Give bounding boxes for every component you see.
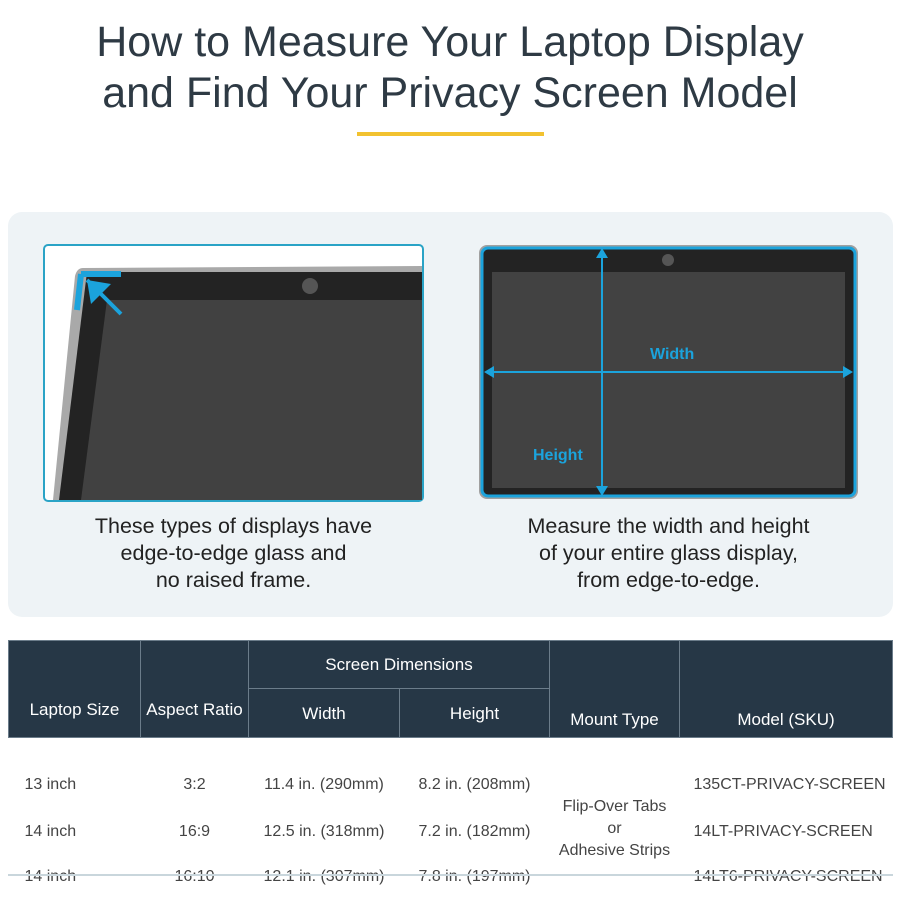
cell-width: 11.4 in. (290mm) xyxy=(264,775,384,793)
edge-to-edge-glass-illustration xyxy=(43,244,424,502)
caption-line: Measure the width and height xyxy=(527,514,810,538)
height-label: Height xyxy=(533,447,583,464)
header-height: Height xyxy=(399,688,550,738)
mount-line: or xyxy=(607,819,622,837)
cell-height: 7.2 in. (182mm) xyxy=(418,823,531,840)
width-label: Width xyxy=(650,346,695,363)
cell-size: 14 inch xyxy=(24,868,77,885)
header-model: Model (SKU) xyxy=(679,640,893,738)
table-row: 14 inch 16:10 12.1 in. (307mm) 7.8 in. (… xyxy=(9,855,893,900)
title-line-1: How to Measure Your Laptop Display xyxy=(96,18,804,66)
caption-line: These types of displays have xyxy=(94,514,373,538)
cell-ratio: 3:2 xyxy=(183,775,206,793)
header-screen-dimensions: Screen Dimensions xyxy=(248,640,550,689)
caption-line: edge-to-edge glass and xyxy=(120,541,347,565)
mount-line: Flip-Over Tabs xyxy=(562,797,667,815)
cell-mount-type: Flip-Over Tabs or Adhesive Strips xyxy=(550,738,680,900)
title-underline xyxy=(357,132,544,136)
cell-size: 13 inch xyxy=(24,775,77,793)
cell-width: 12.1 in. (307mm) xyxy=(263,868,385,885)
cell-model: 135CT-PRIVACY-SCREEN xyxy=(693,775,886,793)
cell-model: 14LT6-PRIVACY-SCREEN xyxy=(693,868,883,885)
header-aspect-ratio: Aspect Ratio xyxy=(140,640,249,738)
table-row: 14 inch 16:9 12.5 in. (318mm) 7.2 in. (1… xyxy=(9,810,893,855)
cell-height: 8.2 in. (208mm) xyxy=(418,775,531,793)
header-laptop-size: Laptop Size xyxy=(8,640,141,738)
cell-ratio: 16:9 xyxy=(178,823,211,840)
measure-display-illustration xyxy=(479,245,858,499)
cell-width: 12.5 in. (318mm) xyxy=(263,823,385,840)
cell-model: 14LT-PRIVACY-SCREEN xyxy=(693,823,873,840)
title-line-2: and Find Your Privacy Screen Model xyxy=(102,69,798,117)
table-row: 13 inch 3:2 11.4 in. (290mm) 8.2 in. (20… xyxy=(9,738,893,859)
caption-line: no raised frame. xyxy=(155,568,312,592)
caption-line: of your entire glass display, xyxy=(539,541,798,565)
header-width: Width xyxy=(248,688,400,738)
caption-line: from edge-to-edge. xyxy=(577,568,760,592)
cell-height: 7.8 in. (197mm) xyxy=(418,868,531,885)
model-table: Laptop Size Aspect Ratio Screen Dimensio… xyxy=(8,640,893,900)
mount-line: Adhesive Strips xyxy=(558,841,671,859)
cell-ratio: 16:10 xyxy=(174,868,215,885)
left-caption: These types of displays have edge-to-edge… xyxy=(43,513,424,594)
table-bottom-divider xyxy=(8,874,893,876)
header-mount-type: Mount Type xyxy=(549,640,680,738)
page-title: How to Measure Your Laptop Display and Fi… xyxy=(0,17,900,119)
right-caption: Measure the width and height of your enti… xyxy=(478,513,859,594)
cell-size: 14 inch xyxy=(24,823,77,840)
